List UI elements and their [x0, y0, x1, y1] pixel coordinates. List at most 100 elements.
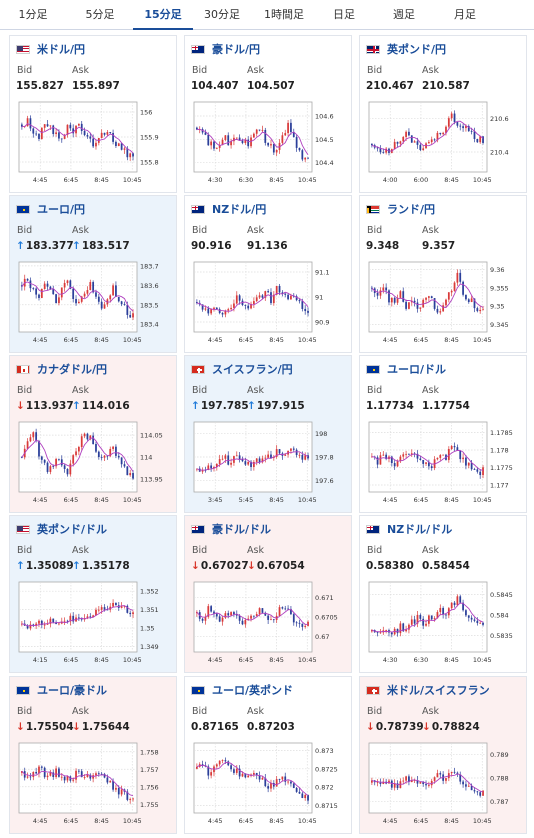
candle — [26, 776, 29, 778]
candle — [275, 149, 278, 153]
card-title[interactable]: ユーロ/円 — [16, 202, 85, 216]
currency-card[interactable]: ユーロ/円 Bid Ask ↑183.377 ↑183.517 183.7 183.6 183… — [9, 195, 177, 353]
card-title[interactable]: カナダドル/円 — [16, 362, 107, 376]
candle — [292, 131, 295, 138]
currency-card[interactable]: 豪ドル/円 Bid Ask 104.407 104.507 104.6 104.5 104.4… — [184, 35, 352, 193]
currency-card[interactable]: 英ポンド/ドル Bid Ask ↑1.35089 ↑1.35178 1.352 1.351 1… — [9, 515, 177, 673]
candle — [382, 454, 385, 456]
x-tick-label: 6:45 — [414, 817, 429, 825]
candle — [60, 459, 63, 466]
pair-name[interactable]: 英ポンド/円 — [387, 43, 447, 56]
card-title[interactable]: ユーロ/英ポンド — [191, 683, 293, 697]
ask-label: Ask — [72, 706, 89, 717]
card-title[interactable]: 豪ドル/円 — [191, 42, 260, 56]
candle — [58, 458, 60, 460]
candle — [52, 466, 55, 467]
currency-card[interactable]: ユーロ/ドル Bid Ask 1.17734 1.17754 1.1785 1.178 1.1… — [359, 355, 527, 513]
candle — [376, 457, 379, 465]
pair-name[interactable]: ユーロ/ドル — [387, 363, 447, 376]
currency-card[interactable]: 米ドル/円 Bid Ask 155.827 155.897 156 155.9 155.8 4:… — [9, 35, 177, 193]
candle — [115, 446, 117, 456]
candle — [109, 132, 112, 133]
pair-name[interactable]: ユーロ/豪ドル — [37, 684, 108, 697]
candle — [281, 292, 284, 294]
x-tick-label: 10:45 — [123, 496, 142, 504]
candle — [244, 773, 247, 778]
pair-name[interactable]: 英ポンド/ドル — [37, 523, 108, 536]
candle — [413, 619, 416, 624]
currency-card[interactable]: 豪ドル/ドル Bid Ask ↓0.67027 ↓0.67054 0.671 0.6705 0… — [184, 515, 352, 673]
candle — [439, 607, 442, 613]
bid-number: 0.67027 — [200, 560, 249, 572]
currency-card[interactable]: NZドル/ドル Bid Ask 0.58380 0.58454 0.5845 0.584 0.… — [359, 515, 527, 673]
candle — [83, 433, 86, 437]
card-title[interactable]: スイスフラン/円 — [191, 362, 293, 376]
candle — [224, 760, 227, 762]
pair-name[interactable]: 豪ドル/円 — [212, 43, 261, 56]
candle — [405, 629, 407, 632]
candle — [482, 136, 484, 143]
currency-card[interactable]: ランド/円 Bid Ask 9.348 9.357 9.36 9.355 9.35 9.345 4… — [359, 195, 527, 353]
card-title[interactable]: 米ドル/スイスフラン — [366, 683, 490, 697]
bid-label: Bid — [367, 706, 383, 717]
candle — [241, 458, 244, 462]
x-tick-label: 6:45 — [239, 336, 254, 344]
x-tick-label: 6:45 — [64, 336, 79, 344]
bid-number: 1.75504 — [25, 721, 74, 733]
tab-daily[interactable]: 日足 — [333, 8, 355, 21]
currency-card[interactable]: NZドル/円 Bid Ask 90.916 91.136 91.1 91 90.9 4:45 6:… — [184, 195, 352, 353]
pair-name[interactable]: NZドル/円 — [212, 203, 267, 216]
currency-card[interactable]: 米ドル/スイスフラン Bid Ask ↓0.78739 ↓0.78824 0.789 0.7… — [359, 676, 527, 834]
candle — [109, 780, 112, 783]
x-tick-label: 4:15 — [33, 656, 48, 664]
pair-name[interactable]: ユーロ/英ポンド — [212, 684, 294, 697]
card-title[interactable]: 米ドル/円 — [16, 42, 85, 56]
card-title[interactable]: ユーロ/ドル — [366, 362, 446, 376]
pair-name[interactable]: スイスフラン/円 — [212, 363, 293, 376]
pair-name[interactable]: 豪ドル/ドル — [212, 523, 272, 536]
pair-name[interactable]: NZドル/ドル — [387, 523, 453, 536]
currency-card[interactable]: ユーロ/英ポンド Bid Ask 0.87165 0.87203 0.873 0.8725 0… — [184, 676, 352, 834]
bid-value: 104.407 — [191, 80, 239, 92]
currency-card[interactable]: スイスフラン/円 Bid Ask ↑197.785 ↑197.915 198 197.8 19… — [184, 355, 352, 513]
pair-name[interactable]: 米ドル/円 — [37, 43, 86, 56]
y-tick-label: 114 — [140, 454, 152, 462]
tab-1hour[interactable]: 1時間足 — [264, 8, 304, 21]
bid-value: ↑1.35089 — [16, 560, 74, 572]
x-tick-label: 8:45 — [269, 496, 284, 504]
card-title[interactable]: 英ポンド/ドル — [16, 522, 107, 536]
candle — [267, 142, 270, 146]
tab-30min[interactable]: 30分足 — [204, 8, 240, 21]
candle — [278, 607, 281, 616]
ask-label: Ask — [247, 706, 264, 717]
card-title[interactable]: NZドル/ドル — [366, 522, 452, 536]
card-title[interactable]: 英ポンド/円 — [366, 42, 446, 56]
y-tick-label: 0.789 — [490, 751, 509, 759]
currency-card[interactable]: 英ポンド/円 Bid Ask 210.467 210.587 210.6 210.4 4:00… — [359, 35, 527, 193]
candle — [218, 616, 221, 622]
tab-monthly[interactable]: 月足 — [454, 8, 476, 21]
tab-weekly[interactable]: 週足 — [393, 8, 415, 21]
x-tick-label: 4:45 — [33, 817, 48, 825]
candle — [109, 448, 112, 457]
tab-5min[interactable]: 5分足 — [85, 8, 115, 21]
pair-name[interactable]: ユーロ/円 — [37, 203, 86, 216]
candle — [238, 768, 241, 777]
card-title[interactable]: ランド/円 — [366, 202, 435, 216]
x-tick-label: 4:45 — [33, 336, 48, 344]
candle — [290, 122, 292, 132]
candle — [129, 612, 132, 615]
candle — [210, 308, 213, 314]
currency-card[interactable]: カナダドル/円 Bid Ask ↓113.937 ↑114.016 114.05 114 11… — [9, 355, 177, 513]
card-title[interactable]: NZドル/円 — [191, 202, 266, 216]
card-title[interactable]: ユーロ/豪ドル — [16, 683, 107, 697]
tab-15min[interactable]: 15分足 — [133, 0, 193, 30]
candle — [445, 126, 447, 133]
pair-name[interactable]: 米ドル/スイスフラン — [387, 684, 490, 697]
currency-card[interactable]: ユーロ/豪ドル Bid Ask ↓1.75504 ↓1.75644 1.758 1.757 1… — [9, 676, 177, 834]
card-title[interactable]: 豪ドル/ドル — [191, 522, 271, 536]
candle — [371, 780, 373, 783]
pair-name[interactable]: カナダドル/円 — [37, 363, 108, 376]
tab-1min[interactable]: 1分足 — [18, 8, 48, 21]
pair-name[interactable]: ランド/円 — [387, 203, 436, 216]
